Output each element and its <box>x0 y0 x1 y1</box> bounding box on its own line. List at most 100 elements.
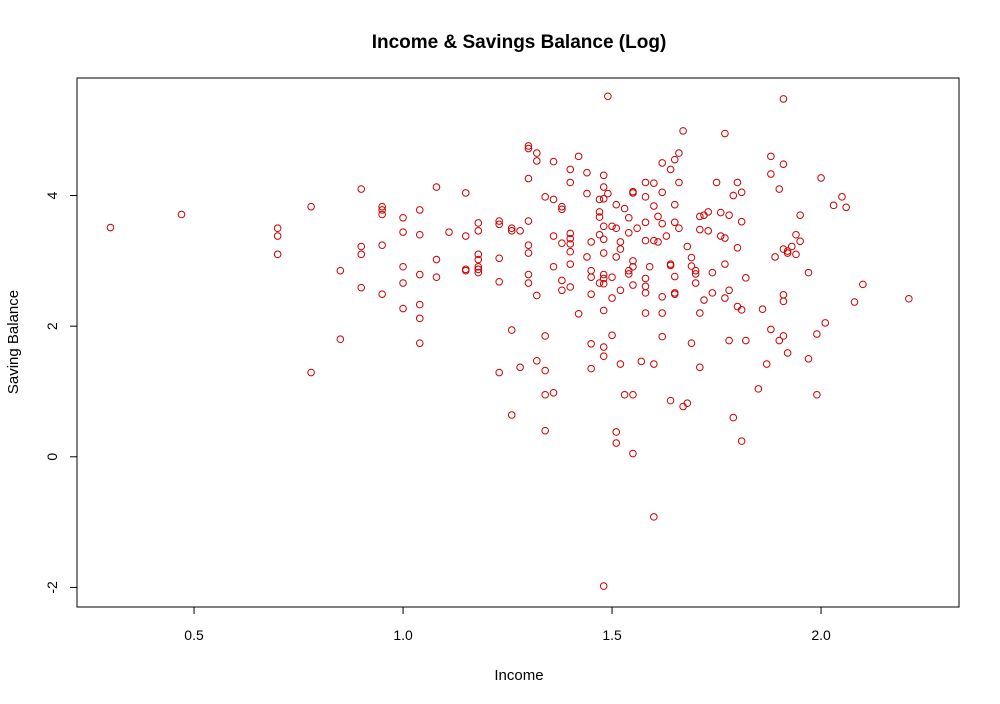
x-axis-label: Income <box>494 667 543 684</box>
data-point <box>599 183 608 191</box>
data-point <box>721 260 729 268</box>
data-point <box>541 332 549 340</box>
data-point <box>721 294 729 302</box>
data-point <box>675 224 683 233</box>
data-point <box>704 208 712 216</box>
data-point <box>658 332 667 341</box>
data-point <box>399 262 407 271</box>
data-point <box>549 157 558 166</box>
data-point <box>687 253 696 262</box>
data-point <box>783 247 792 255</box>
data-point <box>357 185 366 193</box>
data-point <box>624 228 633 237</box>
data-point <box>507 411 516 419</box>
data-point <box>641 218 650 227</box>
data-point <box>725 336 733 345</box>
data-point <box>624 266 633 275</box>
data-point <box>696 212 704 221</box>
data-point <box>574 309 583 318</box>
data-point <box>445 228 453 236</box>
data-point <box>641 193 650 201</box>
x-tick-label: 1.0 <box>393 627 413 643</box>
y-axis: -2 0 2 4 <box>44 191 77 594</box>
data-point <box>771 253 779 261</box>
y-axis-label: Saving Balance <box>5 290 22 394</box>
data-point <box>783 249 792 257</box>
data-point <box>675 178 683 187</box>
data-point <box>558 205 566 214</box>
data-point <box>566 247 575 256</box>
data-point <box>587 340 595 348</box>
data-point <box>670 200 679 209</box>
data-point <box>767 152 775 161</box>
data-point <box>712 178 721 187</box>
data-point <box>650 513 658 521</box>
data-point <box>432 255 441 264</box>
data-point <box>783 349 792 357</box>
data-point <box>524 174 533 183</box>
data-point <box>859 280 867 289</box>
data-point <box>658 292 667 301</box>
data-point <box>624 270 633 278</box>
data-point <box>754 385 763 393</box>
data-point <box>838 193 846 201</box>
data-point <box>629 189 637 197</box>
data-point <box>629 390 637 399</box>
data-point <box>595 230 604 239</box>
data-point <box>336 335 345 344</box>
data-point <box>779 160 788 169</box>
data-point <box>616 245 625 253</box>
data-point <box>850 298 859 306</box>
data-point <box>587 290 595 298</box>
data-point <box>378 210 386 219</box>
data-point <box>516 227 524 235</box>
data-point <box>691 279 700 287</box>
data-point <box>779 297 788 306</box>
data-point <box>599 352 608 361</box>
data-point <box>461 189 470 197</box>
data-point <box>474 255 483 264</box>
x-axis: 0.5 1.0 1.5 2.0 <box>184 607 831 643</box>
data-point <box>658 188 667 197</box>
data-point <box>558 276 566 285</box>
data-point <box>566 178 575 187</box>
data-point <box>742 336 750 345</box>
data-point <box>507 224 516 233</box>
data-point <box>524 270 533 279</box>
data-point <box>767 170 775 178</box>
data-point <box>595 213 604 221</box>
data-point <box>273 232 282 240</box>
data-point <box>670 290 679 298</box>
data-point <box>604 189 612 198</box>
data-point <box>378 202 386 211</box>
data-point <box>533 291 541 300</box>
data-point <box>650 360 658 368</box>
data-point <box>461 232 470 240</box>
data-point <box>604 92 612 101</box>
data-point <box>641 309 650 317</box>
data-point <box>716 208 725 217</box>
data-point <box>177 210 186 219</box>
data-point <box>595 195 604 204</box>
data-point <box>637 357 646 366</box>
data-point <box>666 396 675 405</box>
data-point <box>658 159 667 167</box>
y-tick-label: 2 <box>44 322 60 330</box>
data-points <box>106 92 913 590</box>
data-point <box>307 202 315 211</box>
data-point <box>620 390 629 399</box>
data-point <box>549 388 558 397</box>
data-point <box>357 242 366 251</box>
data-point <box>641 274 650 283</box>
data-point <box>533 149 541 157</box>
data-point <box>721 234 729 242</box>
data-point <box>725 211 733 219</box>
data-point <box>650 202 658 210</box>
data-point <box>624 213 633 222</box>
data-point <box>704 227 712 235</box>
data-point <box>566 240 575 248</box>
data-point <box>762 360 771 368</box>
data-point <box>524 241 533 249</box>
data-point <box>733 178 742 187</box>
